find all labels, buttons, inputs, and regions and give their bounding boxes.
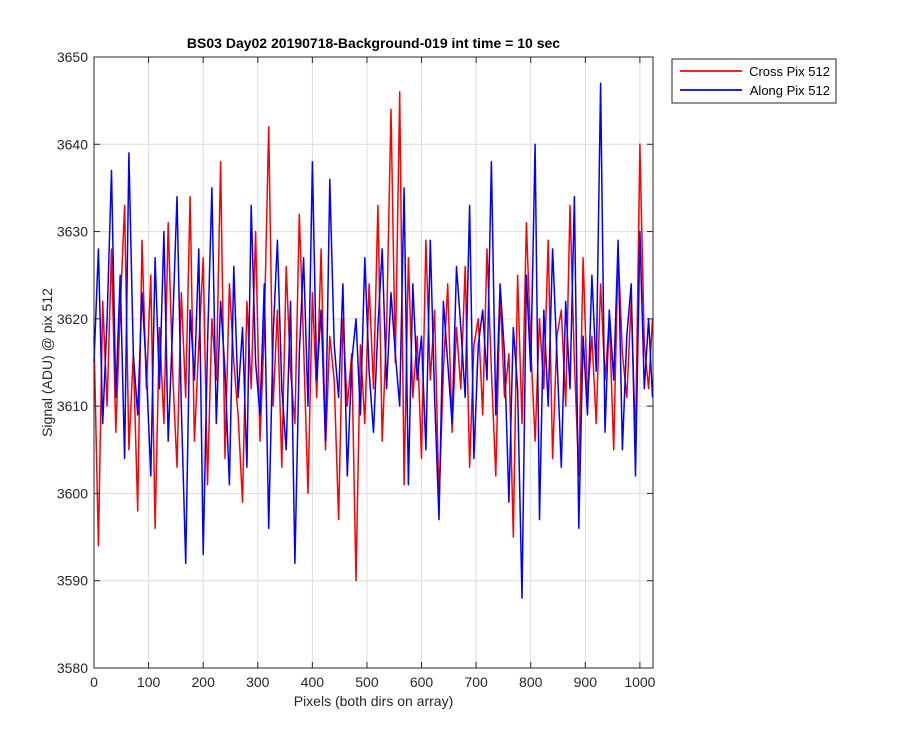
y-tick-label: 3630: [57, 224, 88, 240]
y-tick-label: 3590: [57, 573, 88, 589]
x-tick-label: 500: [355, 674, 379, 690]
x-tick-label: 1000: [624, 674, 655, 690]
plot-frame: [93, 56, 654, 669]
x-tick-label: 900: [574, 674, 598, 690]
x-tick-label: 600: [410, 674, 434, 690]
x-tick-label: 800: [519, 674, 543, 690]
x-axis-label: Pixels (both dirs on array): [294, 693, 454, 709]
x-tick-label: 400: [301, 674, 325, 690]
legend-entry: Along Pix 512: [750, 83, 830, 98]
x-tick-label: 700: [464, 674, 488, 690]
y-tick-label: 3610: [57, 398, 88, 414]
ticks: 0 100 200 300 400 500 600 700 800 900 1000 3580 3590…: [57, 49, 656, 690]
series-line-cross: [93, 91, 654, 582]
x-tick-label: 100: [137, 674, 161, 690]
y-tick-label: 3650: [57, 49, 88, 65]
legend: Cross Pix 512 Along Pix 512: [671, 58, 837, 104]
y-tick-label: 3640: [57, 136, 88, 152]
y-tick-label: 3600: [57, 485, 88, 501]
series-layer: [93, 82, 654, 599]
series-line-along: [93, 82, 654, 599]
x-tick-label: 200: [192, 674, 216, 690]
x-tick-label: 300: [246, 674, 270, 690]
chart-title: BS03 Day02 20190718-Background-019 int t…: [187, 35, 560, 51]
y-tick-label: 3620: [57, 311, 88, 327]
y-tick-label: 3580: [57, 660, 88, 676]
x-tick-label: 0: [90, 674, 98, 690]
legend-box: [671, 58, 837, 104]
legend-entry: Cross Pix 512: [749, 64, 830, 79]
y-axis-label: Signal (ADU) @ pix 512: [39, 288, 55, 437]
